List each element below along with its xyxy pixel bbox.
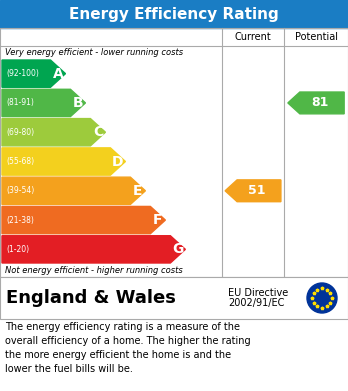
Bar [0, 277, 348, 319]
Text: E: E [133, 184, 143, 198]
Text: Very energy efficient - lower running costs: Very energy efficient - lower running co… [5, 48, 183, 57]
Text: (1-20): (1-20) [6, 245, 29, 254]
Text: (69-80): (69-80) [6, 128, 34, 137]
Text: EU Directive: EU Directive [228, 288, 288, 298]
Text: (39-54): (39-54) [6, 186, 34, 195]
Text: 51: 51 [248, 184, 266, 197]
Text: 81: 81 [311, 97, 329, 109]
Text: B: B [73, 96, 83, 110]
Polygon shape [2, 60, 65, 87]
Polygon shape [2, 148, 125, 175]
Bar [0, 0, 348, 28]
Bar [0, 28, 348, 277]
Text: (21-38): (21-38) [6, 215, 34, 224]
Polygon shape [288, 92, 344, 114]
Text: (81-91): (81-91) [6, 99, 34, 108]
Text: England & Wales: England & Wales [6, 289, 176, 307]
Text: D: D [112, 154, 124, 169]
Text: Energy Efficiency Rating: Energy Efficiency Rating [69, 7, 279, 22]
Text: The energy efficiency rating is a measure of the
overall efficiency of a home. T: The energy efficiency rating is a measur… [5, 322, 251, 374]
Polygon shape [225, 180, 281, 202]
Polygon shape [2, 89, 86, 117]
Polygon shape [2, 118, 105, 146]
Text: 2002/91/EC: 2002/91/EC [228, 298, 284, 308]
Text: Not energy efficient - higher running costs: Not energy efficient - higher running co… [5, 266, 183, 275]
Text: Potential: Potential [294, 32, 338, 42]
Text: Current: Current [235, 32, 271, 42]
Text: C: C [93, 125, 103, 139]
Text: A: A [53, 66, 63, 81]
Text: F: F [153, 213, 163, 227]
Text: (92-100): (92-100) [6, 69, 39, 78]
Polygon shape [2, 177, 145, 204]
Polygon shape [2, 206, 165, 234]
Text: (55-68): (55-68) [6, 157, 34, 166]
Polygon shape [2, 236, 185, 263]
Circle shape [307, 283, 337, 313]
Text: G: G [172, 242, 183, 256]
